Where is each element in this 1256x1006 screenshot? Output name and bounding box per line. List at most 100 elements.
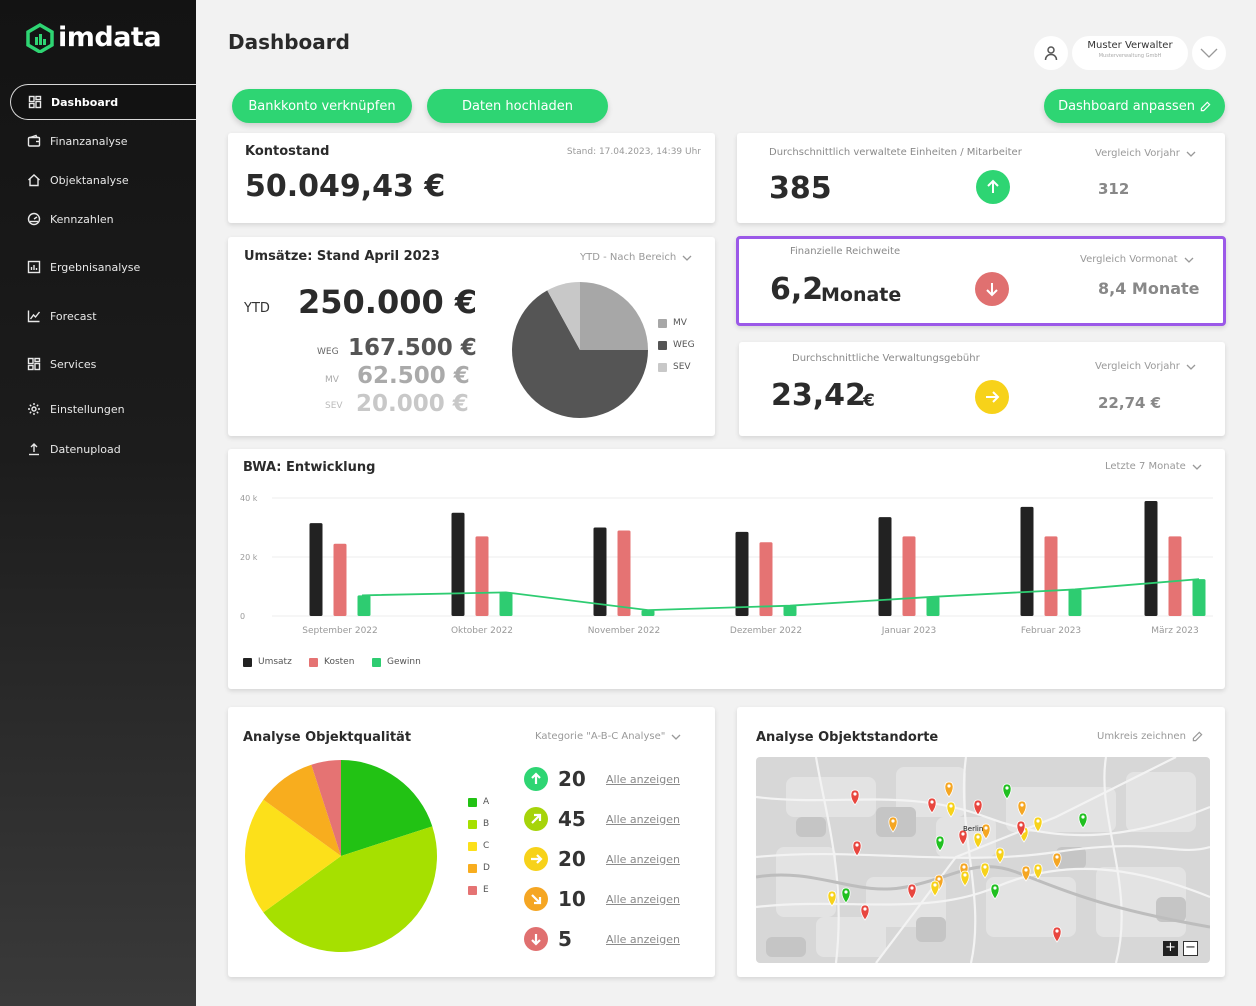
map-city-label: Berlin bbox=[963, 825, 984, 833]
sidebar-item-einstellungen[interactable]: Einstellungen bbox=[10, 391, 196, 427]
map-area bbox=[916, 917, 946, 942]
link-bank-button[interactable]: Bankkonto verknüpfen bbox=[232, 89, 412, 123]
user-menu[interactable]: Muster Verwalter Musterverwaltung GmbH bbox=[1034, 36, 1226, 70]
map-road bbox=[962, 757, 977, 963]
sidebar-item-objektanalyse[interactable]: Objektanalyse bbox=[10, 162, 196, 198]
umsaetze-pie-chart bbox=[512, 282, 648, 418]
location-pin-icon[interactable] bbox=[827, 890, 837, 907]
show-all-link-c[interactable]: Alle anzeigen bbox=[606, 852, 680, 866]
sidebar-item-services[interactable]: Services bbox=[10, 346, 196, 382]
bar-gewinn bbox=[357, 595, 371, 616]
map-road bbox=[1103, 757, 1123, 963]
legend-kosten: Kosten bbox=[309, 657, 354, 667]
location-pin-icon[interactable] bbox=[860, 904, 870, 921]
standorte-card: Analyse Objektstandorte Umkreis zeichnen… bbox=[737, 707, 1225, 977]
location-pin-icon[interactable] bbox=[841, 887, 851, 904]
umsaetze-title: Umsätze: Stand April 2023 bbox=[244, 249, 440, 264]
user-card[interactable]: Muster Verwalter Musterverwaltung GmbH bbox=[1072, 36, 1188, 70]
kontostand-card: Kontostand Stand: 17.04.2023, 14:39 Uhr … bbox=[228, 133, 715, 223]
objektqualitaet-filter-dropdown[interactable]: Kategorie "A-B-C Analyse" bbox=[535, 731, 681, 742]
sidebar-item-label: Dashboard bbox=[51, 95, 119, 109]
map-road bbox=[814, 757, 840, 963]
map-area bbox=[1126, 772, 1196, 832]
sidebar-item-kennzahlen[interactable]: Kennzahlen bbox=[10, 201, 196, 237]
location-pin-icon[interactable] bbox=[973, 799, 983, 816]
customize-dashboard-button[interactable]: Dashboard anpassen bbox=[1044, 89, 1225, 123]
einheiten-compare-dropdown[interactable]: Vergleich Vorjahr bbox=[1095, 148, 1196, 159]
trend-neutral-indicator bbox=[975, 380, 1009, 414]
bwa-title: BWA: Entwicklung bbox=[243, 460, 376, 475]
sidebar-item-datenupload[interactable]: Datenupload bbox=[10, 431, 196, 467]
show-all-link-d[interactable]: Alle anzeigen bbox=[606, 892, 680, 906]
location-pin-icon[interactable] bbox=[958, 829, 968, 846]
legend-b: B bbox=[468, 819, 489, 829]
user-dropdown-button[interactable] bbox=[1192, 36, 1226, 70]
location-pin-icon[interactable] bbox=[927, 797, 937, 814]
draw-radius-button[interactable]: Umkreis zeichnen bbox=[1097, 731, 1203, 742]
sidebar-item-forecast[interactable]: Forecast bbox=[10, 298, 196, 334]
legend-swatch-c bbox=[468, 841, 477, 851]
sidebar-item-ergebnisanalyse[interactable]: Ergebnisanalyse bbox=[10, 249, 196, 285]
location-pin-icon[interactable] bbox=[1033, 816, 1043, 833]
location-pin-icon[interactable] bbox=[944, 781, 954, 798]
x-tick-label: November 2022 bbox=[588, 626, 661, 636]
upload-data-button[interactable]: Daten hochladen bbox=[427, 89, 608, 123]
abc-count-e: 5 bbox=[558, 927, 572, 951]
location-pin-icon[interactable] bbox=[1016, 820, 1026, 837]
gebuehr-compare-dropdown[interactable]: Vergleich Vorjahr bbox=[1095, 361, 1196, 372]
show-all-link-a[interactable]: Alle anzeigen bbox=[606, 772, 680, 786]
map-area bbox=[786, 777, 876, 817]
map-area bbox=[1156, 897, 1186, 922]
trend-icon bbox=[26, 308, 42, 324]
location-pin-icon[interactable] bbox=[1078, 812, 1088, 829]
user-avatar[interactable] bbox=[1034, 36, 1068, 70]
location-pin-icon[interactable] bbox=[973, 832, 983, 849]
location-pin-icon[interactable] bbox=[907, 883, 917, 900]
location-pin-icon[interactable] bbox=[960, 870, 970, 887]
show-all-link-b[interactable]: Alle anzeigen bbox=[606, 812, 680, 826]
location-pin-icon[interactable] bbox=[1033, 863, 1043, 880]
location-pin-icon[interactable] bbox=[852, 840, 862, 857]
location-pin-icon[interactable] bbox=[980, 862, 990, 879]
show-all-link-e[interactable]: Alle anzeigen bbox=[606, 932, 680, 946]
bar-umsatz bbox=[1020, 506, 1034, 616]
bar-kosten bbox=[1044, 536, 1058, 616]
location-pin-icon[interactable] bbox=[1052, 926, 1062, 943]
chevron-down-icon bbox=[1200, 48, 1218, 58]
bar-umsatz bbox=[878, 517, 892, 616]
umsaetze-filter-dropdown[interactable]: YTD - Nach Bereich bbox=[580, 252, 692, 263]
map-zoom-in-button[interactable]: + bbox=[1163, 941, 1178, 956]
bar-umsatz bbox=[1144, 500, 1158, 616]
location-pin-icon[interactable] bbox=[888, 816, 898, 833]
map-area bbox=[776, 847, 836, 917]
x-tick-label: Dezember 2022 bbox=[730, 626, 802, 636]
bwa-filter-dropdown[interactable]: Letzte 7 Monate bbox=[1105, 461, 1202, 472]
location-pin-icon[interactable] bbox=[946, 801, 956, 818]
bwa-card: BWA: Entwicklung Letzte 7 Monate 0 20 k 40… bbox=[228, 449, 1225, 689]
legend-swatch-d bbox=[468, 863, 477, 873]
umsaetze-pie-slice-sev bbox=[547, 282, 580, 350]
location-pin-icon[interactable] bbox=[1052, 852, 1062, 869]
sidebar-item-dashboard[interactable]: Dashboard bbox=[10, 84, 196, 120]
location-pin-icon[interactable] bbox=[1002, 783, 1012, 800]
location-pin-icon[interactable] bbox=[935, 835, 945, 852]
location-pin-icon[interactable] bbox=[930, 880, 940, 897]
bar-kosten bbox=[759, 542, 773, 616]
bar-gewinn bbox=[641, 610, 655, 616]
map-view[interactable] bbox=[756, 757, 1210, 963]
reichweite-card[interactable]: Finanzielle Reichweite Vergleich Vormona… bbox=[736, 236, 1226, 326]
location-pin-icon[interactable] bbox=[990, 883, 1000, 900]
sidebar-item-finanzanalyse[interactable]: Finanzanalyse bbox=[10, 123, 196, 159]
location-pin-icon[interactable] bbox=[981, 823, 991, 840]
abc-count-d: 10 bbox=[558, 887, 586, 911]
map-zoom-out-button[interactable]: − bbox=[1183, 941, 1198, 956]
location-pin-icon[interactable] bbox=[1021, 865, 1031, 882]
x-tick-label: September 2022 bbox=[302, 626, 378, 636]
reichweite-compare-dropdown[interactable]: Vergleich Vormonat bbox=[1080, 254, 1194, 265]
logo[interactable]: imdata bbox=[26, 22, 162, 53]
legend-d: D bbox=[468, 863, 490, 873]
location-pin-icon[interactable] bbox=[850, 789, 860, 806]
customize-label: Dashboard anpassen bbox=[1058, 98, 1195, 114]
location-pin-icon[interactable] bbox=[995, 847, 1005, 864]
location-pin-icon[interactable] bbox=[1017, 800, 1027, 817]
